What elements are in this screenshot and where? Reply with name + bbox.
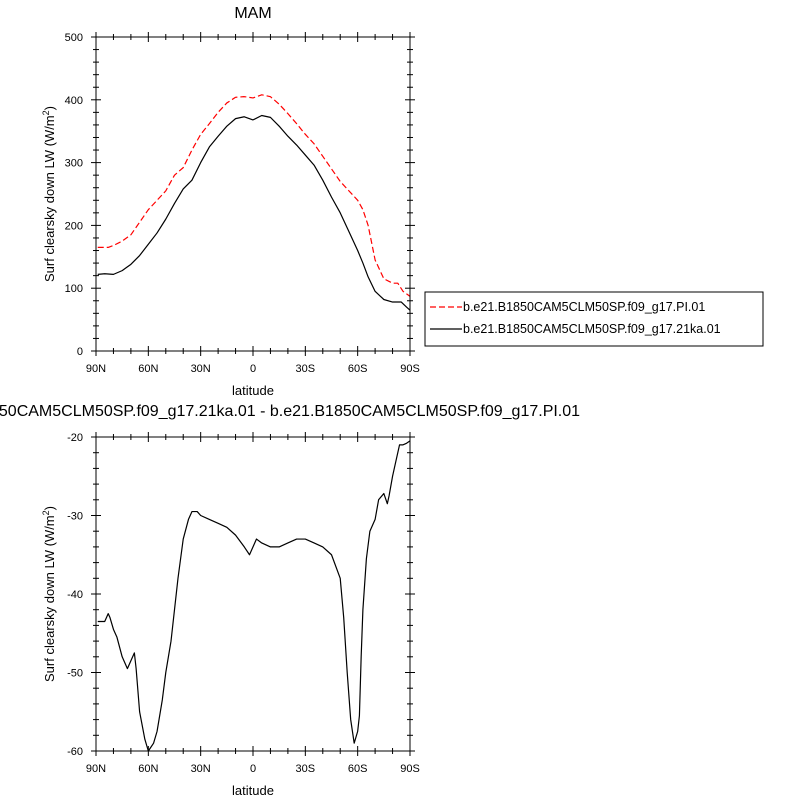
legend-label-21ka: b.e21.B1850CAM5CLM50SP.f09_g17.21ka.01 xyxy=(463,322,721,336)
bottom-chart-x-tick-label: 90S xyxy=(400,763,420,775)
top-chart-y-tick-label: 100 xyxy=(65,283,83,295)
bottom-chart-y-axis-title-sup: 2 xyxy=(41,510,51,515)
top-chart-series-line-1 xyxy=(97,114,411,311)
top-chart-series xyxy=(97,94,411,311)
bottom-chart-frame xyxy=(95,436,411,752)
bottom-chart-ticks: 90N 60N 30N 0 30S 60S 90S -20 -30 -40 -50 -60 xyxy=(67,432,420,775)
top-chart-y-axis-title-main: Surf clearsky down LW (W/m xyxy=(42,115,57,282)
top-chart-title: MAM xyxy=(234,5,271,22)
top-chart-y-axis-title-end: ) xyxy=(42,106,57,110)
bottom-chart-x-tick-label: 30N xyxy=(191,763,211,775)
top-chart-y-axis-title: Surf clearsky down LW (W/m2) xyxy=(41,106,57,282)
legend: b.e21.B1850CAM5CLM50SP.f09_g17.PI.01 b.e… xyxy=(424,291,764,347)
legend-label-pi: b.e21.B1850CAM5CLM50SP.f09_g17.PI.01 xyxy=(463,300,705,314)
top-chart-x-tick-label: 30N xyxy=(191,363,211,375)
bottom-chart-x-tick-label: 60N xyxy=(138,763,158,775)
top-chart: MAM 90N 60N 30N 0 30S 60S 90S0100200300400500 … xyxy=(41,5,420,398)
legend-box xyxy=(424,291,764,347)
top-chart-y-tick-label: 200 xyxy=(65,220,83,232)
bottom-chart-series-line-0 xyxy=(97,440,411,752)
top-chart-x-tick-label: 60N xyxy=(138,363,158,375)
bottom-chart-y-tick-label: -40 xyxy=(67,589,83,601)
bottom-chart-series xyxy=(97,440,411,752)
bottom-chart-y-tick-label: -30 xyxy=(67,511,83,523)
top-chart-x-tick-label: 90N xyxy=(86,363,106,375)
top-chart-y-tick-label: 400 xyxy=(65,95,83,107)
bottom-chart-y-axis-title: Surf clearsky down LW (W/m2) xyxy=(41,506,57,682)
bottom-chart-x-tick-label: 30S xyxy=(296,763,316,775)
top-chart-x-tick-label: 0 xyxy=(250,363,256,375)
top-chart-y-tick-label: 500 xyxy=(65,32,83,44)
top-chart-series-line-0 xyxy=(97,94,411,297)
top-chart-y-tick-label: 0 xyxy=(77,346,83,358)
top-chart-y-tick-label: 300 xyxy=(65,158,83,170)
bottom-chart-y-tick-label: -60 xyxy=(67,746,83,758)
bottom-chart-y-tick-label: -50 xyxy=(67,668,83,680)
bottom-chart-y-axis-title-main: Surf clearsky down LW (W/m xyxy=(42,515,57,682)
bottom-chart-y-axis-title-end: ) xyxy=(42,506,57,510)
bottom-chart: b.e21.B1850CAM5CLM50SP.f09_g17.21ka.01 -… xyxy=(0,403,580,798)
top-chart-x-tick-label: 30S xyxy=(296,363,316,375)
top-chart-ticks: 90N 60N 30N 0 30S 60S 90S 0 100 200 300 400 500 xyxy=(65,32,420,375)
top-chart-y-axis-title-sup: 2 xyxy=(41,110,51,115)
top-chart-x-tick-label: 90S xyxy=(400,363,420,375)
bottom-chart-x-tick-label: 60S xyxy=(348,763,368,775)
bottom-chart-x-tick-label: 90N xyxy=(86,763,106,775)
bottom-chart-x-axis-title: latitude xyxy=(232,783,274,798)
top-chart-frame xyxy=(95,36,411,352)
bottom-chart-y-tick-label: -20 xyxy=(67,432,83,444)
top-chart-x-tick-label: 60S xyxy=(348,363,368,375)
bottom-chart-title: b.e21.B1850CAM5CLM50SP.f09_g17.21ka.01 -… xyxy=(0,403,580,420)
bottom-chart-x-tick-label: 0 xyxy=(250,763,256,775)
top-chart-x-axis-title: latitude xyxy=(232,383,274,398)
